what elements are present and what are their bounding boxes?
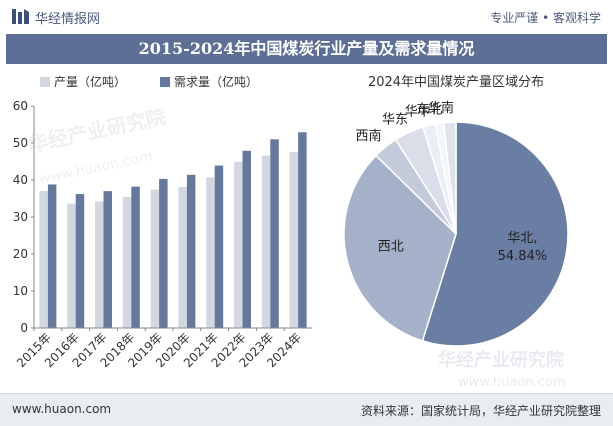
y-tick-label: 40 [13, 173, 28, 187]
footer: www.huaon.com 资料来源：国家统计局，华经产业研究院整理 [0, 393, 613, 426]
pie-title: 2024年中国煤炭产量区域分布 [368, 75, 544, 90]
bar-production [178, 187, 187, 328]
bar-production [234, 161, 243, 328]
bar-demand [75, 194, 85, 328]
watermark: 华经产业研究院 www.huaon.com [26, 104, 168, 188]
bar-production [67, 203, 76, 328]
pie-label-华北: 华北, [507, 231, 537, 246]
bar-demand [131, 186, 140, 328]
legend-swatch-demand [160, 77, 170, 87]
y-tick-label: 50 [13, 136, 28, 150]
pie-label-华南: 华南 [428, 100, 454, 116]
pie-slice-华北 [421, 121, 569, 347]
bar-production [261, 155, 271, 328]
y-tick-label: 20 [13, 247, 28, 261]
pie-slice-华南 [442, 121, 457, 235]
bar-demand [186, 174, 196, 328]
legend-swatch-production [40, 77, 50, 87]
bar-production [289, 151, 299, 328]
brand-name: 华经情报网 [35, 12, 101, 27]
bar-demand [214, 165, 224, 328]
pie-label-西南: 西南 [356, 128, 382, 144]
watermark-brand-pie: 华经产业研究院 [438, 349, 564, 371]
bar-chart: 华经产业研究院 www.huaon.com 产量（亿吨） 需求量（亿吨） 0 10… [13, 74, 312, 370]
brand-slogan: 专业严谨 • 客观科学 [490, 11, 601, 25]
bar-demand [159, 178, 168, 328]
watermark-url-pie: www.huaon.com [458, 375, 565, 390]
bar-demand [298, 132, 307, 328]
pie-label-东北: 东北 [416, 102, 442, 117]
pie-label-华东: 华东 [382, 113, 408, 128]
bar-production [150, 189, 160, 328]
pie-slice-西北 [343, 154, 457, 342]
page-title: 2015-2024年中国煤炭行业产量及需求量情况 [138, 39, 475, 58]
pie-label-西北: 西北 [378, 239, 404, 254]
bar-production [39, 191, 48, 328]
pie-value-华北: 54.84% [498, 249, 548, 264]
bar-demand [270, 139, 279, 328]
bar-series [39, 132, 307, 328]
footer-source: 资料来源：国家统计局，华经产业研究院整理 [360, 404, 601, 418]
title-bar: 2015-2024年中国煤炭行业产量及需求量情况 [6, 34, 607, 64]
y-tick-label: 0 [20, 321, 28, 335]
y-axis: 0 10 20 30 40 50 60 [13, 99, 35, 335]
bar-demand [242, 150, 251, 328]
bar-demand [103, 191, 112, 328]
pie-slices [343, 121, 569, 347]
bar-production [122, 197, 132, 328]
legend-label-production: 产量（亿吨） [54, 74, 126, 89]
watermark-url: www.huaon.com [38, 148, 154, 188]
watermark-pie: 华经产业研究院 www.huaon.com [438, 349, 565, 390]
legend-label-demand: 需求量（亿吨） [174, 74, 258, 89]
huajing-logo-icon [12, 9, 29, 24]
x-axis: 2015年2016年2017年2018年2019年2020年2021年2022年… [14, 327, 312, 370]
chart-legend: 产量（亿吨） 需求量（亿吨） [40, 74, 258, 89]
y-tick-label: 30 [13, 210, 28, 224]
y-tick-label: 60 [13, 99, 28, 113]
top-bar: 华经情报网 专业严谨 • 客观科学 [0, 0, 613, 34]
pie-label-华中: 华中 [405, 105, 431, 120]
y-tick-label: 10 [13, 284, 28, 298]
bar-demand [47, 184, 57, 328]
bar-production [206, 177, 215, 328]
bar-production [95, 201, 104, 328]
footer-url: www.huaon.com [12, 402, 112, 416]
